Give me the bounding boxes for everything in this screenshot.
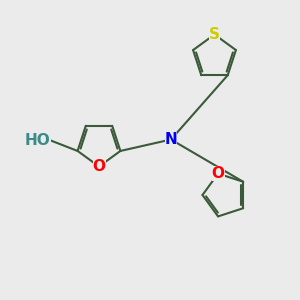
Text: O: O: [92, 159, 106, 174]
Text: S: S: [209, 27, 220, 42]
Text: N: N: [165, 132, 177, 147]
Text: O: O: [212, 166, 224, 181]
Text: HO: HO: [25, 133, 51, 148]
